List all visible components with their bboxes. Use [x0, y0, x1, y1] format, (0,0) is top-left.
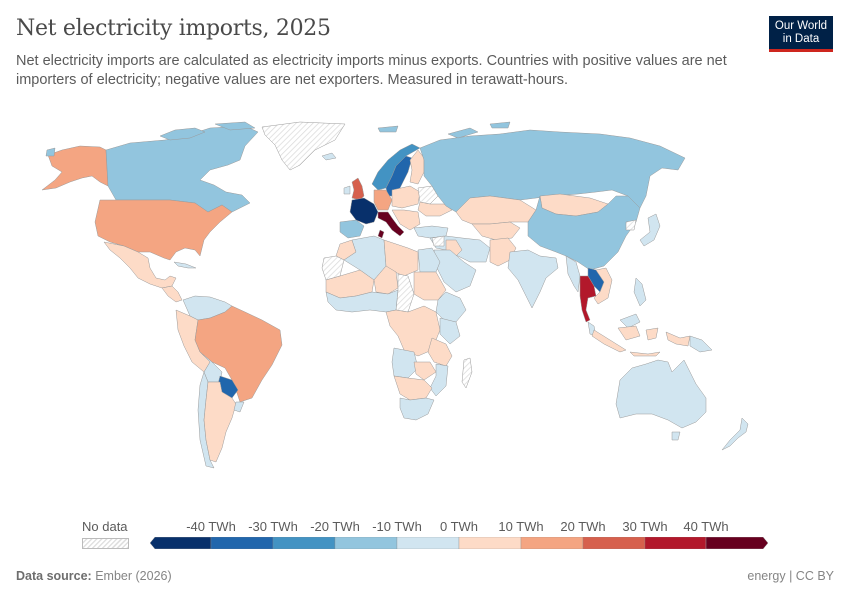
country-ireland[interactable] [343, 185, 351, 195]
license-info[interactable]: energy | CC BY [747, 569, 834, 583]
country-usa[interactable] [94, 199, 233, 261]
legend-bin-7[interactable] [582, 537, 646, 549]
country-spain[interactable] [339, 219, 365, 239]
country-cuba[interactable] [173, 261, 197, 269]
legend-bin-0[interactable] [150, 537, 212, 549]
country-france[interactable] [349, 197, 379, 225]
chart-subtitle: Net electricity imports are calculated a… [16, 53, 727, 88]
world-map[interactable] [0, 115, 850, 515]
country-madagascar[interactable] [461, 357, 473, 389]
country-egypt[interactable] [417, 247, 441, 273]
legend-bin-9[interactable] [705, 537, 768, 549]
country-tasmania[interactable] [671, 431, 681, 441]
country-uruguay[interactable] [233, 401, 245, 413]
legend-bin-2[interactable] [272, 537, 336, 549]
country-ethiopia[interactable] [435, 291, 467, 323]
legend-tick: 20 TWh [560, 519, 606, 534]
country-russia-islands[interactable] [377, 121, 511, 139]
legend-tick: 30 TWh [622, 519, 668, 534]
country-saudi-arabia[interactable] [433, 249, 477, 293]
country-greenland[interactable] [261, 121, 346, 171]
data-source: Data source: Ember (2026) [16, 569, 172, 583]
country-india[interactable] [507, 249, 559, 309]
country-china[interactable] [527, 195, 641, 271]
page-title: Net electricity imports, 2025 [16, 16, 331, 41]
country-new-zealand[interactable] [721, 417, 749, 451]
country-mexico[interactable] [103, 241, 177, 289]
country-papua-new-guinea[interactable] [689, 335, 713, 353]
data-source-link[interactable]: Ember (2026) [95, 569, 172, 583]
country-ukraine[interactable] [417, 201, 453, 217]
legend-tick: -20 TWh [310, 519, 360, 534]
no-data-swatch[interactable] [82, 538, 129, 549]
legend-tick: -30 TWh [248, 519, 298, 534]
legend-tick: -40 TWh [186, 519, 236, 534]
owid-logo[interactable]: Our World in Data [769, 16, 833, 52]
legend-tick: -10 TWh [372, 519, 422, 534]
country-alaska[interactable] [41, 145, 109, 191]
country-syria[interactable] [431, 235, 445, 247]
country-indonesia[interactable] [591, 325, 691, 357]
legend-tick: 40 TWh [683, 519, 729, 534]
legend: No data -40 TWh -30 TWh -20 TWh -10 TWh … [0, 515, 850, 555]
country-kenya-uganda[interactable] [439, 317, 461, 345]
legend-bin-5[interactable] [458, 537, 522, 549]
country-myanmar[interactable] [565, 255, 581, 293]
country-philippines[interactable] [633, 277, 647, 307]
country-finland[interactable] [409, 149, 425, 185]
logo-line-2: in Data [782, 33, 820, 45]
logo-line-1: Our World [774, 20, 828, 32]
country-norway[interactable] [371, 143, 421, 191]
color-scale-bar [150, 537, 768, 549]
legend-bin-3[interactable] [334, 537, 398, 549]
data-source-label: Data source: [16, 569, 92, 583]
legend-tick: 10 TWh [498, 519, 544, 534]
legend-tick: 0 TWh [439, 519, 479, 534]
country-central-america[interactable] [161, 285, 183, 303]
country-iceland[interactable] [321, 152, 337, 161]
no-data-label: No data [82, 519, 128, 534]
legend-bin-8[interactable] [644, 537, 707, 549]
country-chad[interactable] [395, 273, 415, 313]
country-north-korea[interactable] [625, 219, 637, 231]
country-italy[interactable] [377, 211, 405, 239]
country-central-asia[interactable] [471, 221, 521, 241]
legend-bin-1[interactable] [210, 537, 274, 549]
country-australia[interactable] [615, 359, 707, 429]
country-zambia[interactable] [413, 361, 437, 381]
country-south-africa[interactable] [399, 397, 435, 421]
country-mozambique[interactable] [429, 363, 449, 397]
country-canada-islands[interactable] [45, 121, 256, 157]
country-balkans[interactable] [391, 209, 421, 231]
country-poland-central-europe[interactable] [391, 185, 421, 209]
country-belarus[interactable] [417, 185, 439, 205]
country-thailand[interactable] [579, 275, 597, 323]
country-vietnam-cambodia[interactable] [593, 267, 613, 305]
country-kazakhstan[interactable] [455, 195, 537, 225]
legend-bin-4[interactable] [396, 537, 460, 549]
country-namibia-botswana[interactable] [393, 375, 433, 401]
country-germany[interactable] [373, 189, 393, 211]
legend-bin-6[interactable] [520, 537, 584, 549]
country-japan[interactable] [639, 213, 661, 247]
country-argentina[interactable] [203, 381, 237, 463]
country-uk[interactable] [351, 177, 365, 201]
